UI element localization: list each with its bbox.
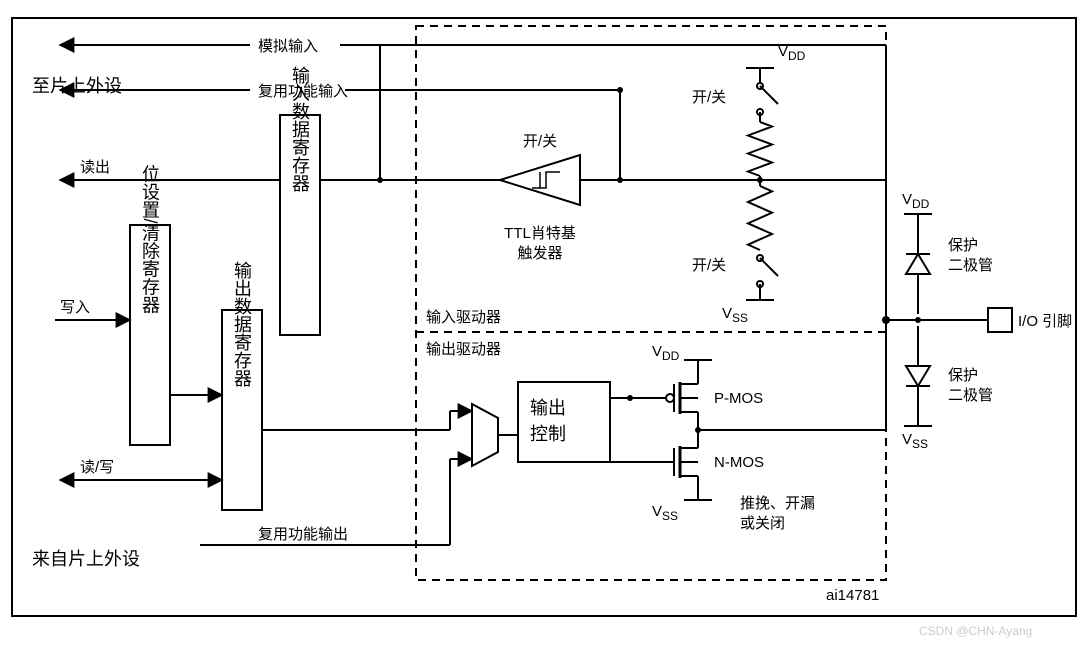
prot-bot-label-2: 二极管 bbox=[948, 387, 993, 404]
diode-icon bbox=[906, 366, 930, 386]
ttl-label-1: TTL肖特基 bbox=[504, 225, 576, 242]
alt-input-label: 复用功能输入 bbox=[258, 82, 348, 100]
prot-top-label-1: 保护 bbox=[948, 237, 978, 254]
write-label: 写入 bbox=[60, 299, 90, 316]
output-driver-label: 输出驱动器 bbox=[426, 341, 501, 358]
analog-input-label: 模拟输入 bbox=[258, 38, 318, 55]
output-control-label-2: 控制 bbox=[530, 424, 566, 444]
read-write-label: 读/写 bbox=[80, 459, 114, 476]
ttl-label-2: 触发器 bbox=[517, 245, 562, 262]
pulldown-vss-label: VSS bbox=[722, 305, 748, 325]
mos-vdd-label: VDD bbox=[652, 343, 680, 363]
driver-dashed-box bbox=[416, 26, 886, 580]
output-control-label-1: 输出 bbox=[530, 398, 566, 418]
output-mux-icon bbox=[472, 404, 498, 466]
prot-vdd-label: VDD bbox=[902, 191, 930, 211]
from-peripheral-label: 来自片上外设 bbox=[32, 549, 140, 569]
drive-mode-label-2: 或关闭 bbox=[740, 515, 785, 532]
outer-frame bbox=[12, 18, 1076, 616]
resistor-icon bbox=[748, 122, 772, 176]
pulldown-onoff-label: 开/关 bbox=[692, 257, 726, 274]
pullup-onoff-label: 开/关 bbox=[692, 89, 726, 106]
drive-mode-label-1: 推挽、开漏 bbox=[740, 495, 815, 512]
prot-top-label-2: 二极管 bbox=[948, 257, 993, 274]
io-pin-label: I/O 引脚 bbox=[1018, 313, 1072, 330]
mos-vss-label: VSS bbox=[652, 503, 678, 523]
nmos-label: N-MOS bbox=[714, 454, 764, 471]
output-control-box bbox=[518, 382, 610, 462]
input-driver-label: 输入驱动器 bbox=[426, 309, 501, 326]
read-label: 读出 bbox=[80, 159, 110, 176]
io-pad-icon bbox=[988, 308, 1012, 332]
figure-id-label: ai14781 bbox=[826, 587, 879, 604]
output-data-register-label: 输出数据寄存器 bbox=[232, 261, 252, 387]
alt-output-label: 复用功能输出 bbox=[258, 525, 348, 543]
bit-set-reset-register-label: 位设置/清除寄存器 bbox=[140, 164, 160, 313]
watermark-label: CSDN @CHN-Ayang bbox=[919, 624, 1032, 638]
diode-icon bbox=[906, 254, 930, 274]
resistor-icon bbox=[748, 186, 772, 250]
prot-bot-label-1: 保护 bbox=[948, 367, 978, 384]
pmos-label: P-MOS bbox=[714, 390, 763, 407]
gpio-block-diagram: 输入驱动器输出驱动器输入数据寄存器位设置/清除寄存器输出数据寄存器至片上外设模拟… bbox=[0, 0, 1089, 645]
prot-vss-label: VSS bbox=[902, 431, 928, 451]
to-peripheral-label: 至片上外设 bbox=[32, 76, 122, 96]
schmitt-onoff-label: 开/关 bbox=[523, 133, 557, 150]
